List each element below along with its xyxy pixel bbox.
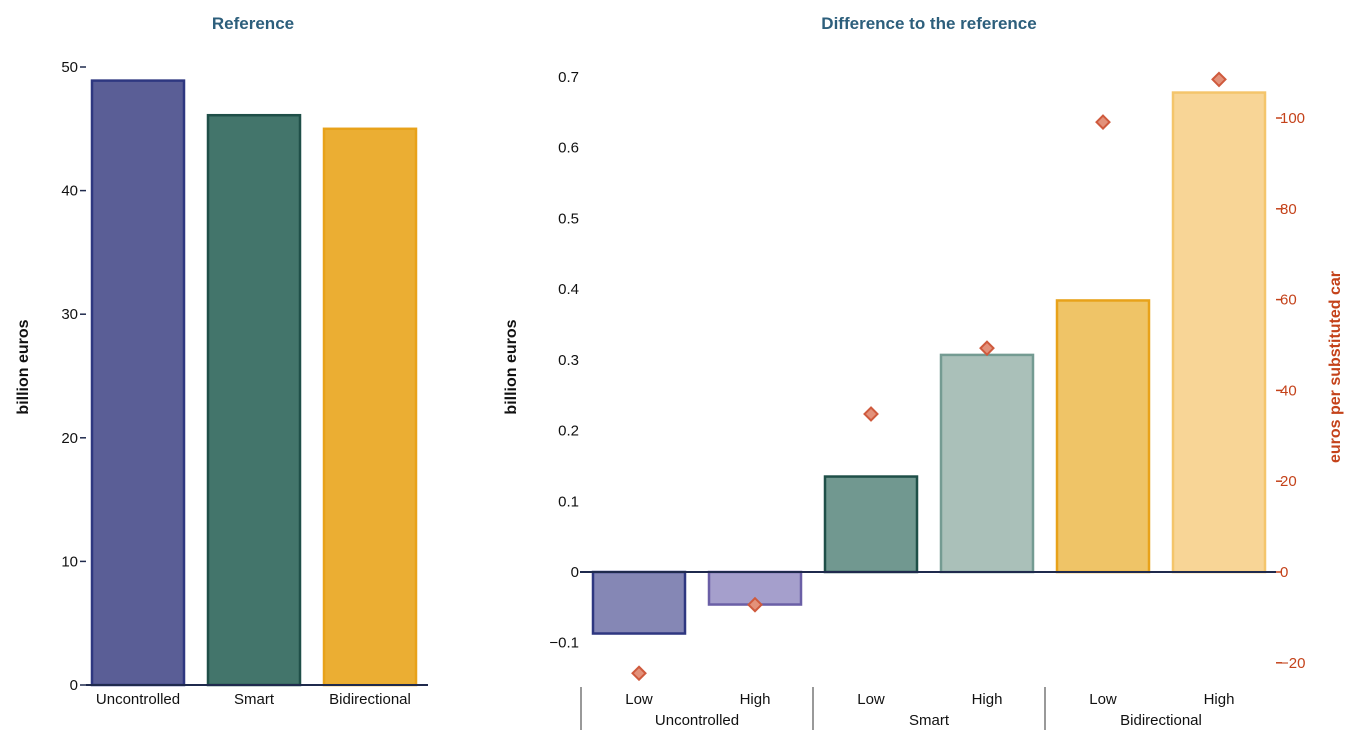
difference-y-tick-label: 0.1 bbox=[558, 493, 579, 510]
reference-y-tick-label: 40 bbox=[61, 183, 78, 200]
difference-y-tick-label: 0.6 bbox=[558, 140, 579, 157]
reference-x-tick-label: Uncontrolled bbox=[96, 691, 180, 708]
reference-bar-uncontrolled bbox=[90, 79, 186, 687]
difference-group-label: Uncontrolled bbox=[655, 712, 739, 729]
reference-y-tick-label: 30 bbox=[61, 306, 78, 323]
difference-chart-title: Difference to the reference bbox=[821, 14, 1036, 33]
difference-right-tick-label: 60 bbox=[1280, 292, 1297, 309]
difference-chart: Difference to the reference billion euro… bbox=[503, 14, 1344, 730]
difference-group-label: Smart bbox=[909, 712, 950, 729]
difference-bar-bidirectional-high bbox=[1171, 91, 1267, 574]
difference-y-tick-label: 0.4 bbox=[558, 281, 579, 298]
reference-x-axis: Uncontrolled Smart Bidirectional bbox=[96, 691, 411, 708]
difference-marker-uncontrolled-low bbox=[631, 665, 647, 682]
difference-y-tick-label: 0.5 bbox=[558, 210, 579, 227]
difference-bar-smart-low bbox=[823, 475, 919, 574]
difference-y-axis: −0.1 0 0.1 0.2 0.3 0.4 0.5 0.6 0.7 bbox=[549, 69, 579, 652]
reference-bar-bidirectional bbox=[322, 127, 418, 687]
difference-y-tick-label: −0.1 bbox=[549, 635, 579, 652]
difference-marker-smart-high bbox=[979, 340, 995, 357]
reference-bars bbox=[90, 79, 418, 687]
difference-group-label: Bidirectional bbox=[1120, 712, 1202, 729]
reference-y-axis-label: billion euros bbox=[15, 319, 32, 414]
reference-x-tick-label: Smart bbox=[234, 691, 275, 708]
reference-y-tick-label: 0 bbox=[70, 677, 78, 694]
difference-right-tick-label: 100 bbox=[1280, 110, 1305, 127]
reference-y-tick-label: 50 bbox=[61, 59, 78, 76]
difference-right-tick-label: 0 bbox=[1280, 564, 1288, 581]
difference-right-tick-label: 40 bbox=[1280, 382, 1297, 399]
difference-y-axis-label: billion euros bbox=[503, 319, 520, 414]
difference-right-tick-label: 80 bbox=[1280, 201, 1297, 218]
difference-bars bbox=[591, 91, 1267, 635]
difference-x-tick-label: High bbox=[972, 691, 1003, 708]
difference-x-tick-label: High bbox=[1204, 691, 1235, 708]
difference-y-tick-label: 0.2 bbox=[558, 423, 579, 440]
reference-y-axis: 0 10 20 30 40 50 bbox=[61, 59, 86, 694]
difference-x-tick-label: Low bbox=[857, 691, 885, 708]
difference-y-tick-label: 0.3 bbox=[558, 352, 579, 369]
reference-bar-smart bbox=[206, 113, 302, 687]
difference-right-axis-label: euros per substituted car bbox=[1327, 271, 1344, 463]
difference-x-tick-label: High bbox=[740, 691, 771, 708]
reference-chart-title: Reference bbox=[212, 14, 294, 33]
difference-marker-bidirectional-low bbox=[1095, 114, 1111, 131]
difference-bar-bidirectional-low bbox=[1055, 299, 1151, 574]
reference-y-tick-label: 10 bbox=[61, 553, 78, 570]
difference-y-tick-label: 0.7 bbox=[558, 69, 579, 86]
difference-marker-bidirectional-high bbox=[1211, 71, 1227, 88]
reference-x-tick-label: Bidirectional bbox=[329, 691, 411, 708]
difference-markers bbox=[631, 71, 1227, 682]
reference-y-tick-label: 20 bbox=[61, 430, 78, 447]
difference-x-tick-label: Low bbox=[625, 691, 653, 708]
difference-y-tick-label: 0 bbox=[571, 564, 579, 581]
difference-right-tick-label: −20 bbox=[1280, 655, 1305, 672]
reference-chart: Reference billion euros 0 10 20 30 40 50 Unco… bbox=[15, 14, 428, 708]
difference-bar-smart-high bbox=[939, 353, 1035, 574]
difference-bar-uncontrolled-low bbox=[591, 570, 687, 635]
difference-x-tick-label: Low bbox=[1089, 691, 1117, 708]
difference-marker-smart-low bbox=[863, 406, 879, 422]
difference-marker-uncontrolled-high bbox=[747, 596, 763, 613]
difference-right-y-axis: −20 0 20 40 60 80 100 bbox=[1276, 110, 1305, 672]
difference-right-tick-label: 20 bbox=[1280, 473, 1297, 490]
